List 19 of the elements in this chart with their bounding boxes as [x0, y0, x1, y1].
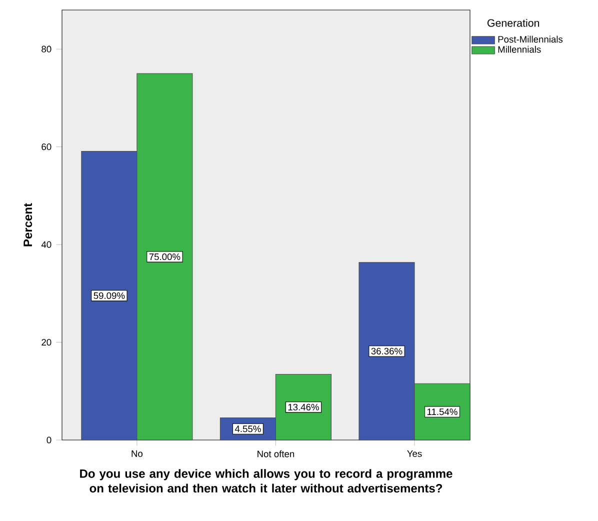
y-tick-label: 20 [42, 338, 52, 346]
y-axis-title: Percent [24, 203, 32, 246]
x-axis-title: Do you use any device which allows you to record a programme on television and then watch it later without advertisements? [80, 469, 452, 493]
data-label: 11.54% [427, 408, 458, 416]
data-label: 59.09% [94, 292, 125, 299]
data-label: 4.55% [234, 426, 261, 432]
x-tick-label: No [132, 450, 143, 457]
data-label: 36.36% [371, 348, 402, 354]
legend-label: Post-Millennials [498, 36, 563, 43]
y-tick-label: 40 [41, 241, 52, 248]
x-tick-label: Not often [258, 450, 294, 458]
y-tick-label: 60 [42, 144, 52, 150]
legend-title: Generation [488, 18, 540, 27]
y-tick-label: 80 [42, 46, 52, 52]
data-label: 75.00% [149, 253, 180, 260]
x-tick-label: Yes [407, 450, 422, 457]
legend-label: Millennials [498, 46, 541, 53]
y-tick-label: 0 [46, 436, 52, 444]
data-label: 13.46% [288, 404, 319, 410]
